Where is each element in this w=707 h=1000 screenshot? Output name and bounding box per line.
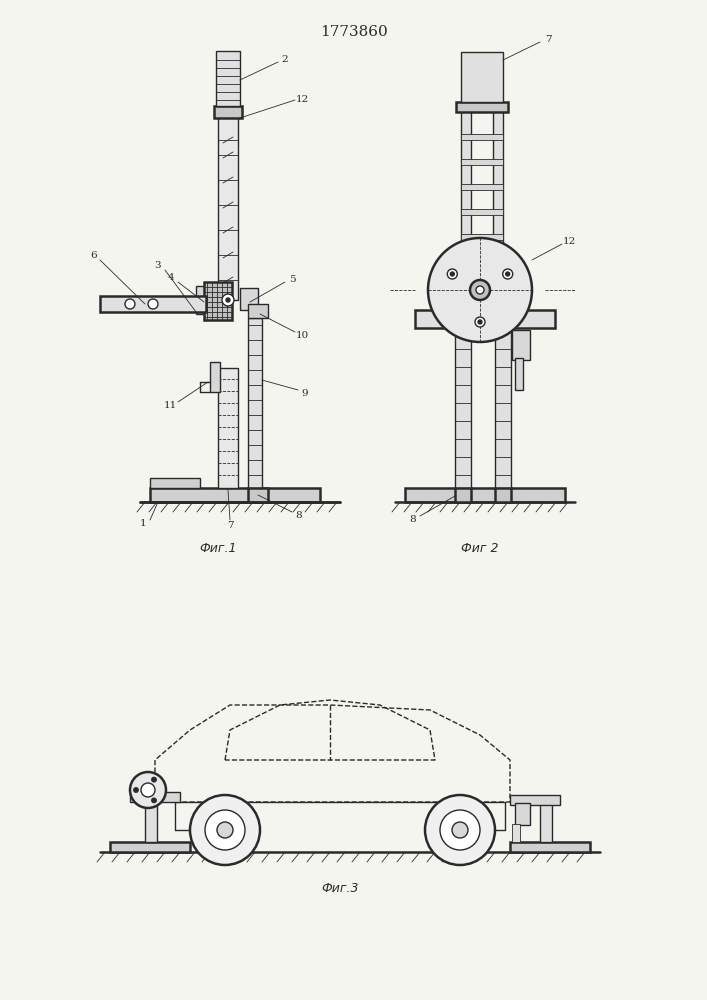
Bar xyxy=(512,330,530,360)
Bar xyxy=(456,102,508,112)
Text: 8: 8 xyxy=(409,516,416,524)
Bar xyxy=(150,488,320,502)
Text: Фиг.3: Фиг.3 xyxy=(321,882,358,895)
Circle shape xyxy=(475,317,485,327)
Bar xyxy=(130,792,180,802)
Text: 7: 7 xyxy=(227,522,233,530)
Bar xyxy=(455,328,471,488)
Circle shape xyxy=(506,272,510,276)
Circle shape xyxy=(503,269,513,279)
Bar xyxy=(145,787,157,842)
Text: 12: 12 xyxy=(562,237,575,246)
Circle shape xyxy=(425,795,495,865)
Text: 11: 11 xyxy=(163,400,177,410)
Bar xyxy=(515,803,530,825)
Bar xyxy=(461,159,503,165)
Bar xyxy=(461,284,503,290)
Bar xyxy=(218,115,238,300)
Circle shape xyxy=(470,280,490,300)
Text: 1: 1 xyxy=(140,520,146,528)
Circle shape xyxy=(151,798,156,803)
Bar xyxy=(110,842,190,852)
Text: 4: 4 xyxy=(168,273,175,282)
Text: 8: 8 xyxy=(296,512,303,520)
Circle shape xyxy=(148,299,158,309)
Bar xyxy=(150,478,200,488)
Circle shape xyxy=(448,269,457,279)
Circle shape xyxy=(428,238,532,342)
Text: 6: 6 xyxy=(90,251,98,260)
Circle shape xyxy=(190,795,260,865)
Bar xyxy=(248,318,262,488)
Text: Фиг 2: Фиг 2 xyxy=(461,542,498,555)
Text: 1773860: 1773860 xyxy=(320,25,388,39)
Text: 3: 3 xyxy=(155,261,161,270)
Bar xyxy=(210,362,220,392)
Text: 10: 10 xyxy=(296,332,309,340)
Bar xyxy=(512,824,520,842)
Bar xyxy=(510,842,590,852)
Circle shape xyxy=(452,822,468,838)
Bar xyxy=(461,110,471,310)
Text: 12: 12 xyxy=(296,96,309,104)
Bar xyxy=(240,288,258,310)
Bar xyxy=(248,304,268,318)
Bar xyxy=(214,106,242,118)
Circle shape xyxy=(478,320,482,324)
Text: Фиг.1: Фиг.1 xyxy=(199,542,237,555)
Bar xyxy=(405,488,565,502)
Bar xyxy=(495,488,511,502)
Circle shape xyxy=(217,822,233,838)
Circle shape xyxy=(476,286,484,294)
Circle shape xyxy=(222,294,234,306)
Text: 5: 5 xyxy=(288,275,296,284)
Circle shape xyxy=(151,777,156,782)
Circle shape xyxy=(141,783,155,797)
Circle shape xyxy=(134,788,139,792)
Circle shape xyxy=(450,272,455,276)
Bar xyxy=(415,310,555,328)
Circle shape xyxy=(440,810,480,850)
Text: 9: 9 xyxy=(302,388,308,397)
Bar xyxy=(493,110,503,310)
Bar xyxy=(461,184,503,190)
Bar xyxy=(461,234,503,240)
Circle shape xyxy=(125,299,135,309)
Bar xyxy=(218,368,238,488)
Bar xyxy=(461,134,503,140)
Bar xyxy=(515,358,523,390)
Bar xyxy=(510,795,560,805)
Bar xyxy=(204,282,232,320)
Bar xyxy=(461,209,503,215)
Bar xyxy=(248,488,268,502)
Circle shape xyxy=(205,810,245,850)
Text: 2: 2 xyxy=(281,55,288,64)
Bar xyxy=(461,52,503,102)
Bar xyxy=(461,259,503,265)
Text: 7: 7 xyxy=(544,35,551,44)
Bar xyxy=(196,286,220,314)
Circle shape xyxy=(130,772,166,808)
Circle shape xyxy=(226,298,230,302)
Bar xyxy=(540,797,552,842)
Bar xyxy=(216,51,240,106)
Bar xyxy=(495,328,511,488)
Bar xyxy=(455,488,471,502)
Bar xyxy=(100,296,206,312)
